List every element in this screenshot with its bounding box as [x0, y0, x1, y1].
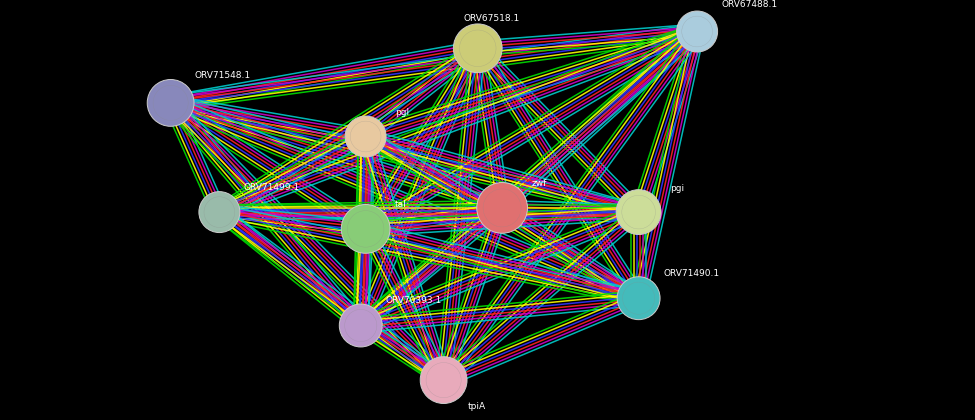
Ellipse shape	[477, 183, 527, 233]
Ellipse shape	[339, 304, 382, 347]
Ellipse shape	[420, 357, 467, 404]
Ellipse shape	[453, 24, 502, 73]
Text: pgl: pgl	[395, 108, 409, 117]
Ellipse shape	[426, 362, 461, 398]
Ellipse shape	[153, 85, 188, 121]
Text: ORV67488.1: ORV67488.1	[722, 0, 778, 9]
Ellipse shape	[617, 277, 660, 320]
Ellipse shape	[483, 189, 522, 227]
Ellipse shape	[682, 16, 713, 47]
Text: tpiA: tpiA	[468, 402, 487, 411]
Ellipse shape	[677, 11, 718, 52]
Text: tal: tal	[395, 200, 407, 209]
Ellipse shape	[341, 205, 390, 253]
Ellipse shape	[345, 116, 386, 157]
Ellipse shape	[350, 121, 381, 152]
Text: ORV71548.1: ORV71548.1	[195, 71, 252, 80]
Ellipse shape	[345, 310, 376, 341]
Ellipse shape	[622, 195, 655, 229]
Text: ORV70393.1: ORV70393.1	[385, 296, 442, 305]
Text: ORV67518.1: ORV67518.1	[463, 13, 520, 23]
Text: zwf: zwf	[531, 179, 547, 188]
Text: ORV71490.1: ORV71490.1	[663, 268, 720, 278]
Ellipse shape	[147, 79, 194, 126]
Text: ORV71499.1: ORV71499.1	[244, 183, 300, 192]
Text: pgi: pgi	[670, 184, 683, 194]
Ellipse shape	[347, 210, 384, 247]
Ellipse shape	[623, 282, 655, 314]
Ellipse shape	[616, 190, 661, 234]
Ellipse shape	[204, 197, 235, 228]
Ellipse shape	[199, 192, 240, 233]
Ellipse shape	[459, 30, 496, 67]
